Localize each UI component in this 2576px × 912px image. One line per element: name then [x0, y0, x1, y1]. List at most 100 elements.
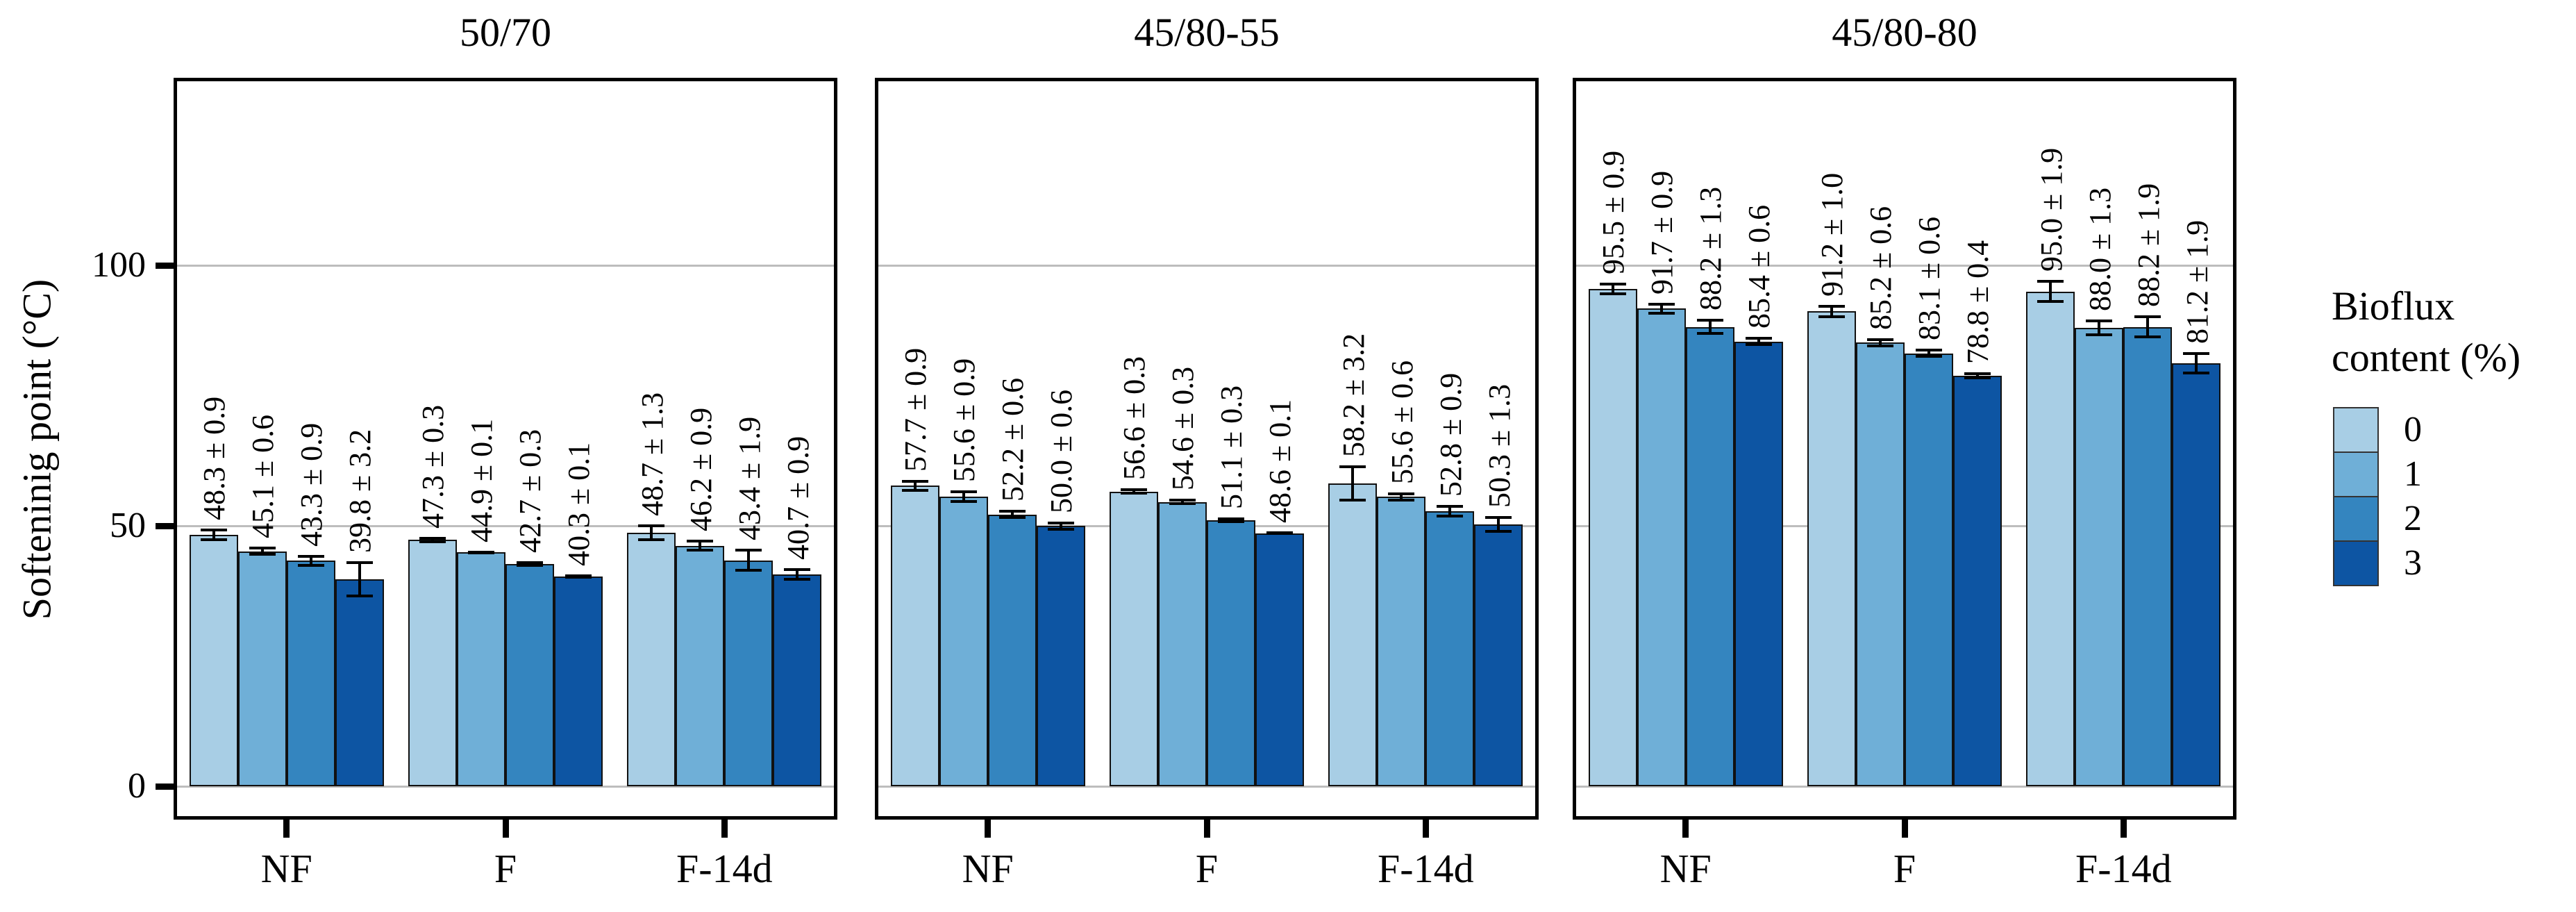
x-axis-category-label: F	[1893, 846, 1916, 891]
error-bar-cap	[1121, 491, 1147, 495]
bar-value-label: 57.7 ± 0.9	[898, 347, 932, 472]
error-bar	[1659, 304, 1663, 313]
error-bar	[1400, 493, 1403, 500]
error-bar-cap	[1218, 517, 1244, 520]
error-bar	[1059, 522, 1062, 529]
error-bar-cap	[200, 538, 227, 541]
bar-value-label: 50.3 ± 1.3	[1482, 383, 1516, 508]
bar-value-label: 85.2 ± 0.6	[1864, 206, 1898, 330]
error-bar-cap	[2037, 280, 2064, 283]
error-bar-cap	[1696, 318, 1723, 322]
legend-title-line-1: Bioflux	[2332, 283, 2455, 329]
error-bar-cap	[2086, 320, 2113, 323]
bar	[1474, 524, 1523, 786]
bar	[408, 540, 457, 786]
x-axis-category-label: F	[494, 846, 517, 891]
error-bar-cap	[346, 561, 373, 564]
bar-value-label: 88.2 ± 1.9	[2131, 183, 2166, 308]
bar	[773, 574, 822, 786]
error-bar-cap	[200, 529, 227, 531]
bar-value-label: 52.8 ± 0.9	[1433, 373, 1468, 497]
bar-value-label: 48.6 ± 0.1	[1263, 399, 1298, 523]
facet-panel: 95.5 ± 0.9 91.7 ± 0.9 88.2 ± 1.3 85.4 ± 0.6…	[1573, 78, 2236, 820]
error-bar-cap	[1121, 488, 1147, 492]
error-bar-cap	[1696, 332, 1723, 335]
bar-value-label: 95.0 ± 1.9	[2034, 148, 2068, 272]
error-bar	[1708, 320, 1712, 334]
legend-item: 0	[2333, 407, 2422, 453]
x-axis-tick	[721, 820, 728, 838]
error-bar	[1010, 511, 1014, 517]
bar	[2075, 328, 2124, 786]
error-bar-cap	[687, 549, 714, 552]
legend-title: Bioflux content (%)	[2332, 281, 2520, 383]
y-axis-tick	[156, 522, 174, 529]
error-bar	[747, 550, 751, 570]
error-bar-cap	[1599, 283, 1626, 285]
bar	[1685, 326, 1734, 786]
error-bar-cap	[901, 479, 928, 483]
bar-value-label: 91.2 ± 1.0	[1815, 172, 1850, 297]
bar	[1953, 376, 2002, 786]
error-bar-cap	[687, 539, 714, 542]
error-bar	[528, 562, 531, 565]
error-bar-cap	[1218, 520, 1244, 523]
bar-value-label: 58.2 ± 3.2	[1336, 333, 1371, 457]
bar	[627, 532, 676, 786]
error-bar-cap	[1867, 344, 1893, 347]
y-gridline	[177, 524, 834, 527]
error-bar-cap	[1388, 498, 1415, 501]
bar	[1734, 341, 1783, 786]
error-bar-cap	[249, 553, 276, 556]
x-axis-tick	[283, 820, 290, 838]
error-bar-cap	[1485, 529, 1512, 533]
error-bar-cap	[2183, 372, 2210, 375]
bar-value-label: 81.2 ± 1.9	[2180, 219, 2214, 344]
bar-value-label: 40.3 ± 0.1	[562, 442, 596, 566]
bar-value-label: 91.7 ± 0.9	[1644, 170, 1679, 295]
error-bar-cap	[249, 547, 276, 550]
error-bar	[2098, 321, 2101, 335]
bar-value-label: 55.6 ± 0.9	[946, 358, 981, 483]
error-bar	[1611, 284, 1614, 294]
error-bar-cap	[1964, 376, 1991, 379]
error-bar-cap	[419, 537, 446, 540]
bar	[2172, 363, 2221, 786]
error-bar-cap	[1437, 505, 1464, 508]
y-axis-tick	[156, 262, 174, 269]
bar	[554, 576, 603, 786]
bar	[237, 551, 287, 786]
bar	[1110, 491, 1158, 786]
legend-item: 2	[2333, 496, 2422, 542]
error-bar-cap	[419, 540, 446, 543]
bar	[1377, 497, 1426, 786]
bar-value-label: 78.8 ± 0.4	[1961, 240, 1996, 364]
error-bar-cap	[950, 490, 977, 494]
error-bar-cap	[1339, 498, 1366, 501]
bar-value-label: 51.1 ± 0.3	[1214, 385, 1249, 509]
error-bar-cap	[1437, 514, 1464, 517]
bar-value-label: 50.0 ± 0.6	[1044, 389, 1078, 513]
bar	[1036, 526, 1085, 786]
error-bar-cap	[901, 489, 928, 492]
y-gridline	[878, 785, 1535, 788]
x-axis-category-label: NF	[1659, 846, 1712, 891]
bar-value-label: 42.7 ± 0.3	[513, 429, 548, 553]
error-bar-cap	[1266, 532, 1293, 536]
error-bar	[260, 548, 264, 555]
bar	[1255, 533, 1304, 786]
error-bar	[212, 530, 215, 540]
facet-panel: 48.3 ± 0.9 45.1 ± 0.6 43.3 ± 0.9 39.8 ± 3.2…	[174, 78, 837, 820]
bar-value-label: 40.7 ± 0.9	[780, 436, 815, 560]
bar	[1856, 342, 1905, 786]
bar-value-label: 56.6 ± 0.3	[1117, 356, 1152, 481]
y-gridline	[177, 264, 834, 267]
bar-value-label: 45.1 ± 0.6	[245, 415, 280, 539]
error-bar-cap	[638, 538, 665, 541]
bar	[1207, 520, 1255, 786]
error-bar	[1927, 350, 1930, 357]
bar-value-label: 48.7 ± 1.3	[635, 392, 669, 516]
bar-value-label: 83.1 ± 0.6	[1912, 217, 1947, 341]
x-axis-tick	[1682, 820, 1689, 838]
y-axis-tick-label: 0	[128, 766, 146, 806]
